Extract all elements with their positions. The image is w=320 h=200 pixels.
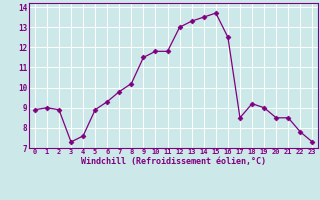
X-axis label: Windchill (Refroidissement éolien,°C): Windchill (Refroidissement éolien,°C)	[81, 157, 266, 166]
